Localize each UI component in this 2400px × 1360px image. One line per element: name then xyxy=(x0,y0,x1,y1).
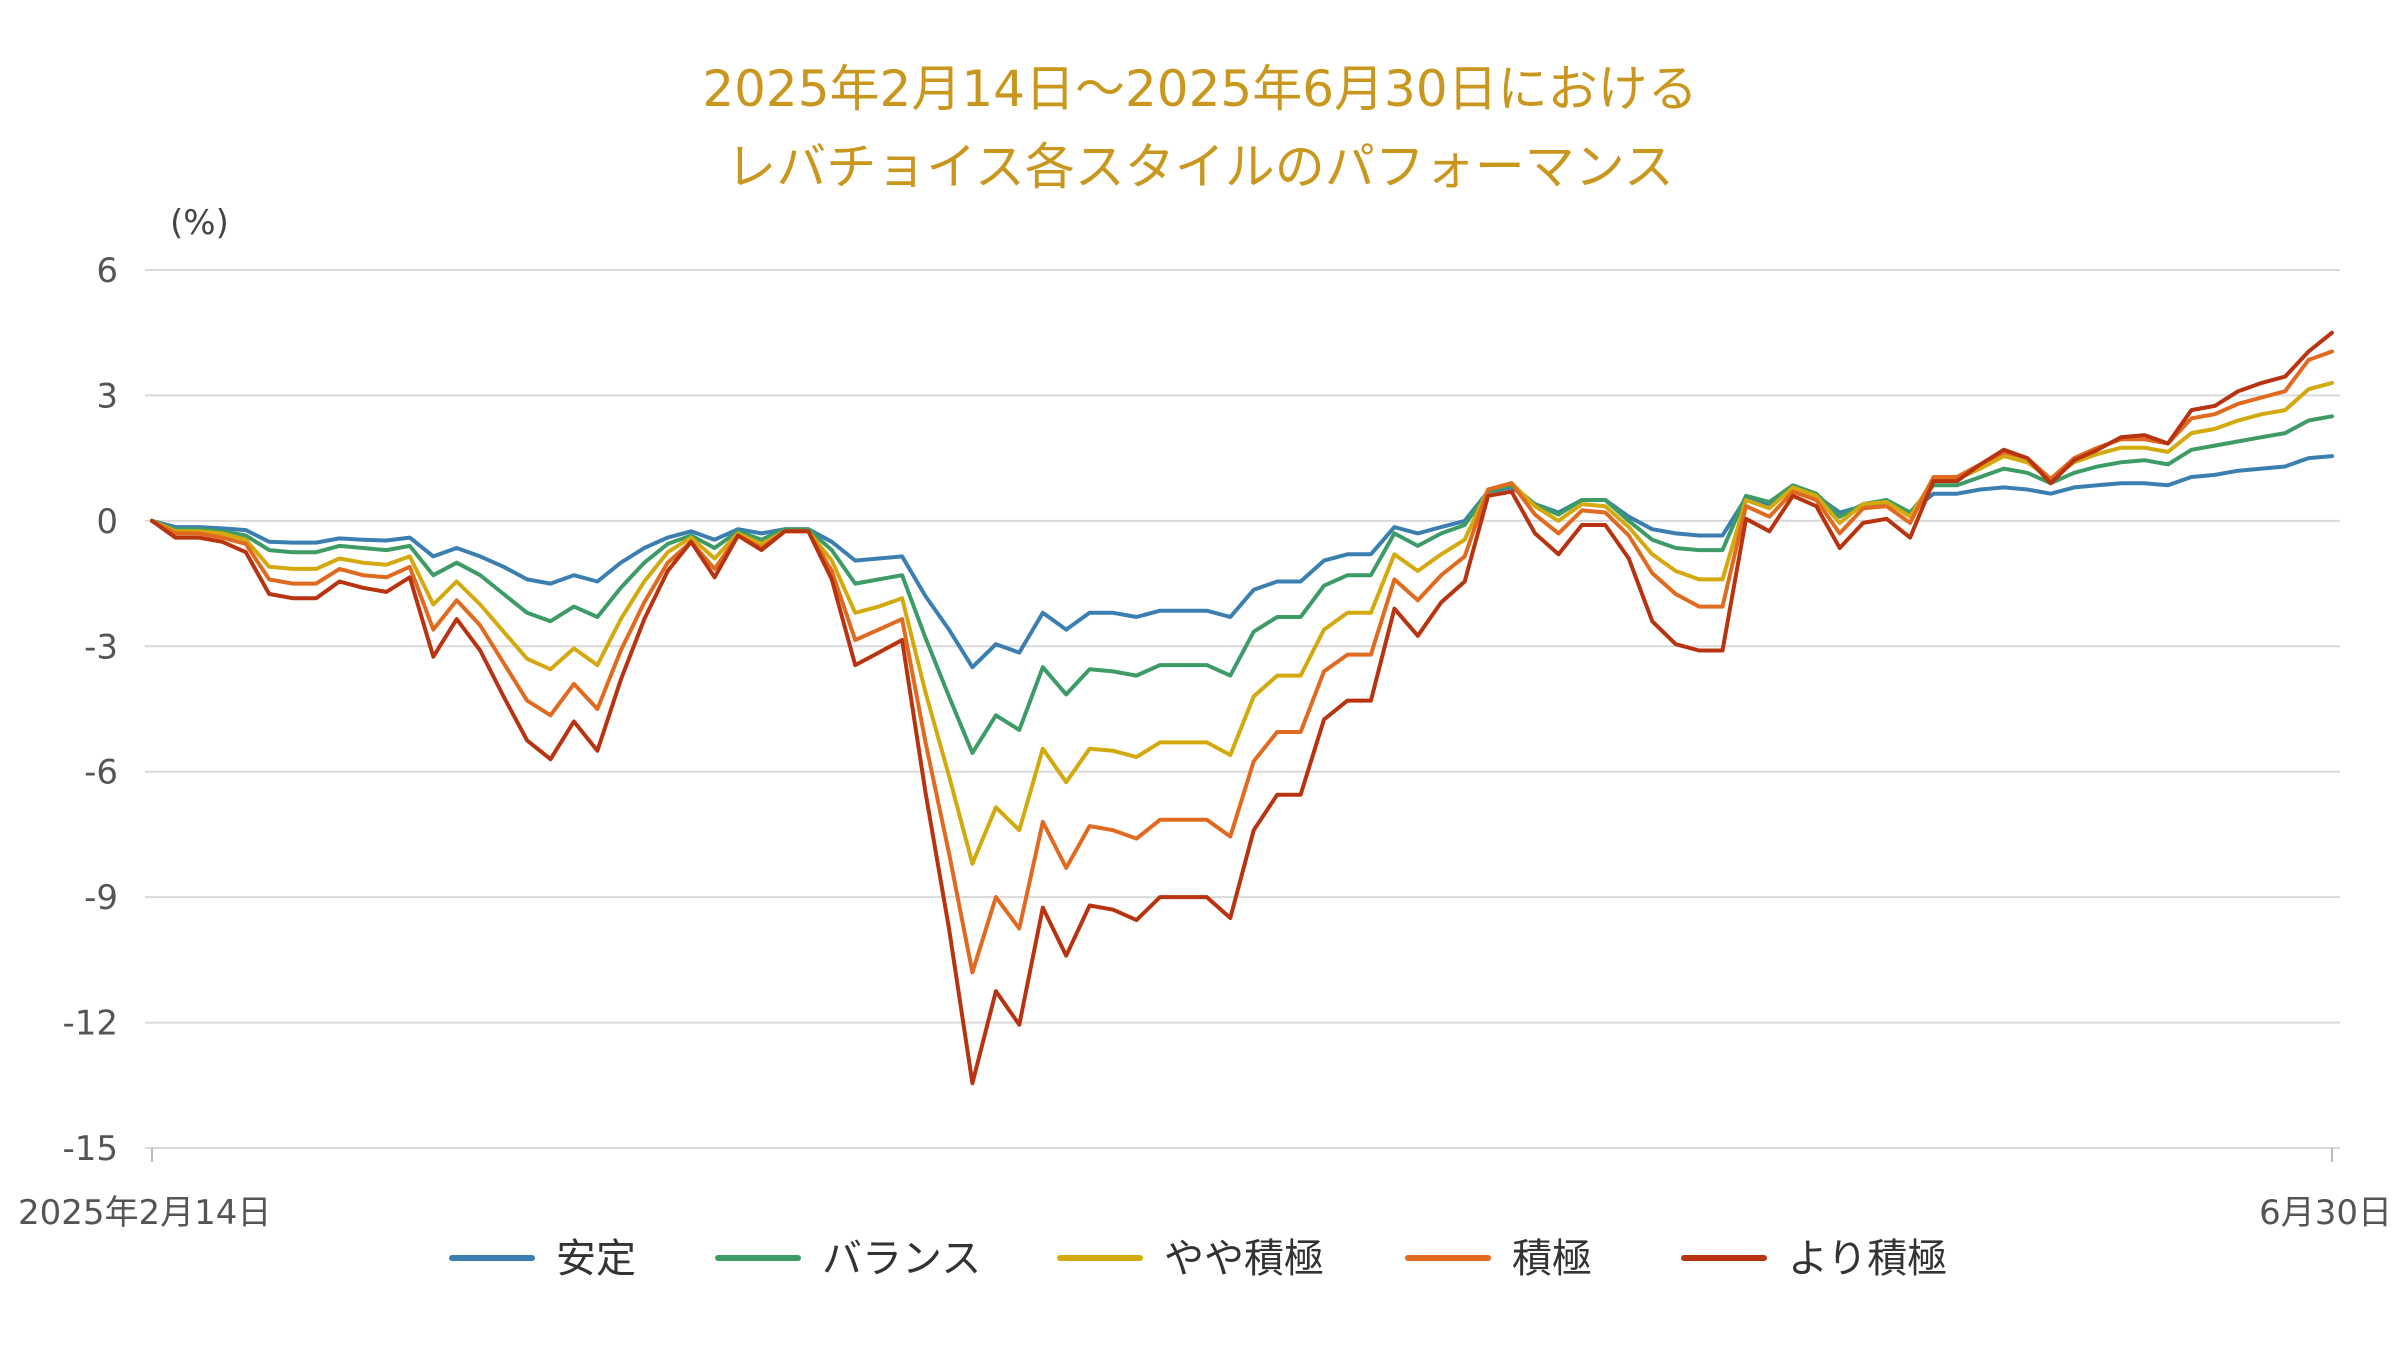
legend-item: やや積極 xyxy=(1057,1236,1324,1282)
y-tick-label: -3 xyxy=(84,627,118,667)
legend-item: バランス xyxy=(715,1236,981,1282)
chart-title-line-2: レバチョイス各スタイルのパフォーマンス xyxy=(726,138,1674,196)
y-tick-label: -15 xyxy=(62,1129,118,1169)
gridlines xyxy=(145,269,2340,1149)
y-tick-label: -6 xyxy=(84,753,118,793)
y-axis-ticks: 6 3 0 -3 -6 -9 -12 -15 xyxy=(62,251,118,1169)
y-tick-label: 6 xyxy=(96,251,118,291)
y-axis-unit-label: (%) xyxy=(170,203,229,243)
series-line-2 xyxy=(150,414,2334,755)
x-tick-label: 6月30日 xyxy=(2259,1193,2392,1233)
legend: 安定 バランス やや積極 積極 より積極 xyxy=(449,1236,1947,1282)
chart-title-line-1: 2025年2月14日〜2025年6月30日における xyxy=(702,60,1697,118)
y-tick-label: -12 xyxy=(62,1004,118,1044)
y-tick-label: 0 xyxy=(96,502,118,542)
chart-title: 2025年2月14日〜2025年6月30日における レバチョイス各スタイルのパフ… xyxy=(702,60,1697,196)
legend-label: バランス xyxy=(822,1236,981,1282)
legend-label: 安定 xyxy=(556,1236,636,1282)
legend-label: より積極 xyxy=(1788,1236,1947,1282)
x-axis: 2025年2月14日 6月30日 xyxy=(18,1148,2392,1233)
legend-item: より積極 xyxy=(1681,1236,1947,1282)
legend-item: 積極 xyxy=(1405,1236,1592,1282)
x-tick-label: 2025年2月14日 xyxy=(18,1193,271,1233)
series-lines xyxy=(150,330,2334,1086)
y-tick-label: 3 xyxy=(96,376,118,416)
y-tick-label: -9 xyxy=(84,878,118,918)
legend-label: やや積極 xyxy=(1164,1236,1324,1282)
series-line-5 xyxy=(150,330,2334,1086)
series-line-1 xyxy=(150,454,2334,670)
legend-item: 安定 xyxy=(449,1236,636,1282)
legend-label: 積極 xyxy=(1512,1236,1592,1282)
